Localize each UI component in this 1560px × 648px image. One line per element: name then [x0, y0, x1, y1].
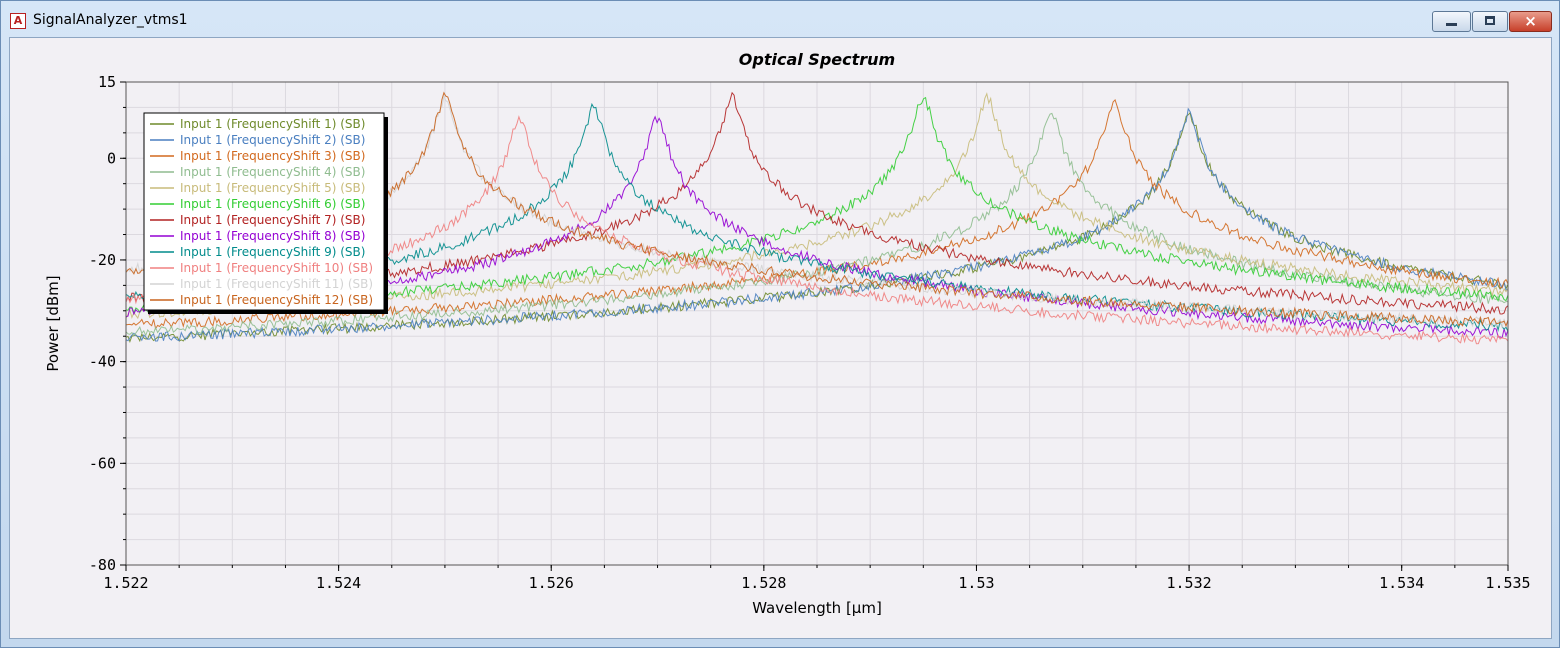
x-tick-label: 1.524	[316, 574, 361, 592]
chart-title: Optical Spectrum	[739, 50, 895, 69]
legend-entry-3: Input 1 (FrequencyShift 3) (SB)	[180, 149, 365, 163]
spectrum-trace-2	[125, 107, 1509, 342]
legend-entry-4: Input 1 (FrequencyShift 4) (SB)	[180, 165, 365, 179]
legend-entry-7: Input 1 (FrequencyShift 7) (SB)	[180, 213, 365, 227]
y-axis-label: Power [dBm]	[44, 275, 62, 371]
legend-entry-10: Input 1 (FrequencyShift 10) (SB)	[180, 261, 373, 275]
y-tick-label: 0	[107, 149, 116, 167]
y-tick-label: -80	[89, 556, 116, 574]
legend-entry-9: Input 1 (FrequencyShift 9) (SB)	[180, 245, 365, 259]
close-button[interactable]: ×	[1509, 11, 1552, 32]
title-bar[interactable]: A SignalAnalyzer_vtms1 ×	[1, 1, 1559, 35]
x-tick-label: 1.534	[1379, 574, 1424, 592]
x-tick-label: 1.528	[741, 574, 786, 592]
spectrum-trace-4	[125, 112, 1508, 337]
x-tick-label: 1.526	[529, 574, 574, 592]
maximize-icon	[1485, 16, 1495, 25]
maximize-button[interactable]	[1472, 11, 1508, 32]
y-tick-label: -20	[89, 251, 116, 269]
y-tick-label: 15	[98, 73, 116, 91]
x-tick-label: 1.535	[1485, 574, 1530, 592]
legend[interactable]: Input 1 (FrequencyShift 1) (SB) Input 1 (…	[143, 112, 388, 314]
close-icon: ×	[1524, 12, 1537, 30]
x-axis-label: Wavelength [µm]	[752, 599, 882, 617]
minimize-button[interactable]	[1432, 11, 1471, 32]
legend-entry-2: Input 1 (FrequencyShift 2) (SB)	[180, 133, 365, 147]
legend-box	[143, 112, 385, 311]
chart-panel: 1.522 1.524 1.526 1.528 1.53 1.532 1.534 1.535 1…	[9, 37, 1552, 639]
axis-ticks: 1.522 1.524 1.526 1.528 1.53 1.532 1.534 1.535 1…	[89, 73, 1531, 592]
window-title: SignalAnalyzer_vtms1	[33, 12, 188, 28]
y-tick-label: -60	[89, 454, 116, 472]
legend-entry-11: Input 1 (FrequencyShift 11) (SB)	[180, 277, 373, 291]
x-tick-label: 1.522	[103, 574, 148, 592]
minimize-icon	[1446, 23, 1457, 26]
legend-entry-6: Input 1 (FrequencyShift 6) (SB)	[180, 197, 365, 211]
legend-entry-12: Input 1 (FrequencyShift 12) (SB)	[180, 293, 373, 307]
legend-entry-5: Input 1 (FrequencyShift 5) (SB)	[180, 181, 365, 195]
signal-analyzer-app-icon[interactable]: A	[10, 13, 26, 29]
optical-spectrum-chart[interactable]: 1.522 1.524 1.526 1.528 1.53 1.532 1.534 1.535 1…	[10, 38, 1551, 638]
x-tick-label: 1.532	[1166, 574, 1211, 592]
y-tick-label: -40	[89, 353, 116, 371]
x-tick-label: 1.53	[958, 574, 994, 592]
legend-entry-1: Input 1 (FrequencyShift 1) (SB)	[180, 117, 365, 131]
legend-entry-8: Input 1 (FrequencyShift 8) (SB)	[180, 229, 365, 243]
